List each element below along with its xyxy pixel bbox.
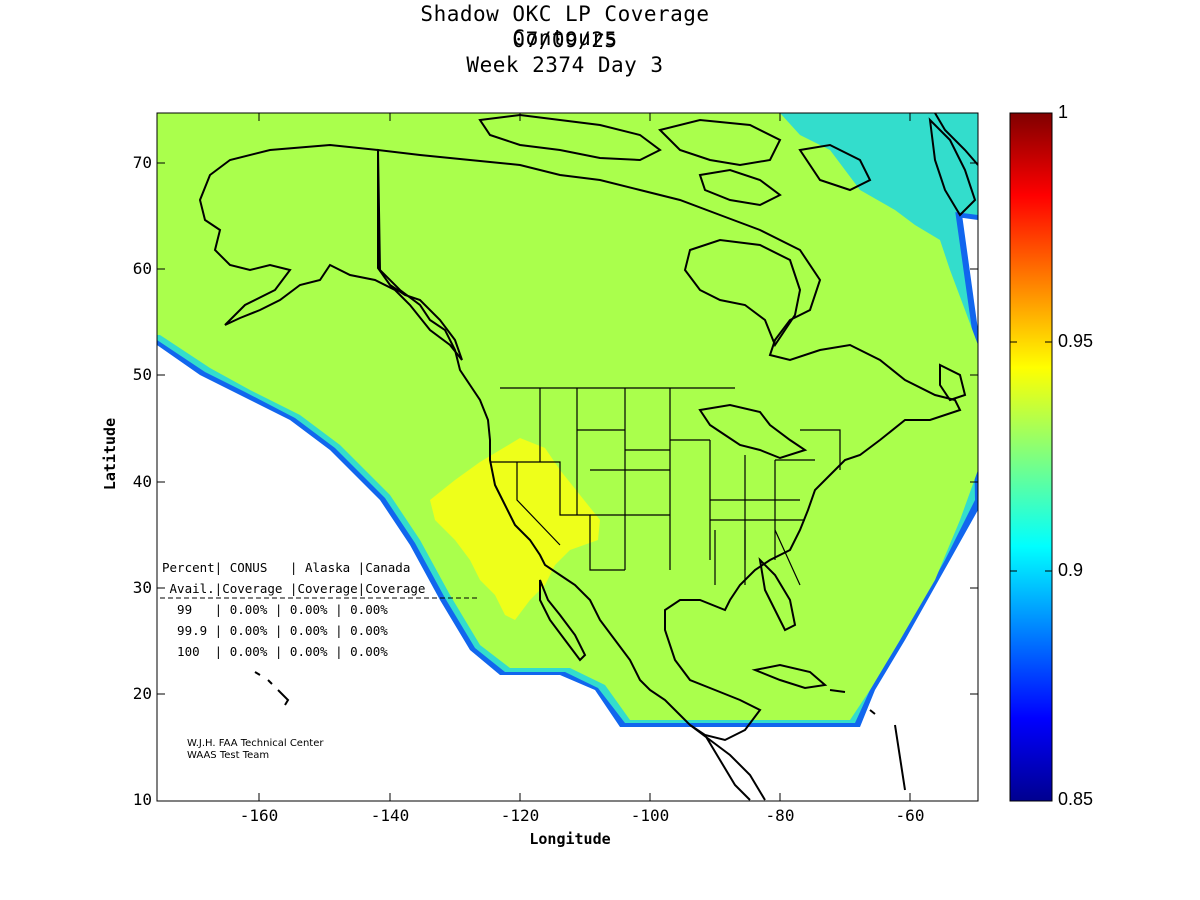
stats-header-2: Avail.|Coverage |Coverage|Coverage	[162, 581, 426, 596]
state-borders	[490, 387, 841, 586]
x-tick-label: -100	[630, 806, 670, 825]
colorbar-tick-label: 0.85	[1058, 789, 1094, 809]
great-lakes	[698, 403, 808, 460]
chart-date: 07/09/25	[512, 28, 618, 52]
x-tick-label: -120	[500, 806, 540, 825]
y-tick-label: 10	[132, 790, 152, 809]
coastlines	[198, 113, 978, 801]
colorbar	[1009, 112, 1053, 802]
plot-frame	[156, 112, 979, 802]
hawaii-outline	[254, 671, 290, 706]
stats-row: 100 | 0.00% | 0.00% | 0.00%	[162, 644, 388, 659]
x-axis-label: Longitude	[529, 830, 611, 848]
y-tick-label: 50	[132, 365, 152, 384]
x-tick-label: -140	[370, 806, 410, 825]
y-axis-label: Latitude	[101, 417, 119, 491]
y-tick-label: 70	[132, 153, 152, 172]
arctic-islands	[478, 113, 662, 162]
credit-line-2: WAAS Test Team	[187, 750, 270, 761]
y-tick-label: 40	[132, 472, 152, 491]
coverage-high	[430, 438, 600, 620]
stats-row: 99 | 0.00% | 0.00% | 0.00%	[162, 602, 388, 617]
colorbar-tick-label: 0.9	[1058, 560, 1084, 580]
x-tick-label: -60	[895, 806, 925, 825]
credit-line-1: W.J.H. FAA Technical Center	[187, 738, 324, 749]
coverage-main	[157, 113, 978, 720]
x-tick-label: -160	[239, 806, 279, 825]
axis-ticks	[157, 113, 978, 801]
chart-title: Shadow OKC LP Coverage Contours	[420, 2, 710, 50]
cuba-outline	[751, 663, 828, 690]
hudson-bay-outline	[683, 238, 802, 348]
chart-week: Week 2374 Day 3	[466, 53, 664, 77]
x-tick-label: -80	[765, 806, 795, 825]
stats-header-1: Percent| CONUS | Alaska |Canada	[162, 560, 411, 575]
y-tick-label: 20	[132, 684, 152, 703]
alaska-outline	[198, 143, 463, 361]
baja-outline	[539, 579, 587, 662]
florida-outline	[758, 557, 797, 632]
colorbar-tick-label: 1	[1058, 102, 1069, 122]
colorbar-ticks	[1010, 341, 1052, 572]
central-america-outline	[689, 724, 766, 801]
colorbar-tick-label: 0.95	[1058, 331, 1094, 351]
north-america-outline	[376, 148, 962, 742]
stats-row: 99.9 | 0.00% | 0.00% | 0.00%	[162, 623, 388, 638]
y-tick-label: 60	[132, 259, 152, 278]
y-tick-label: 30	[132, 578, 152, 597]
